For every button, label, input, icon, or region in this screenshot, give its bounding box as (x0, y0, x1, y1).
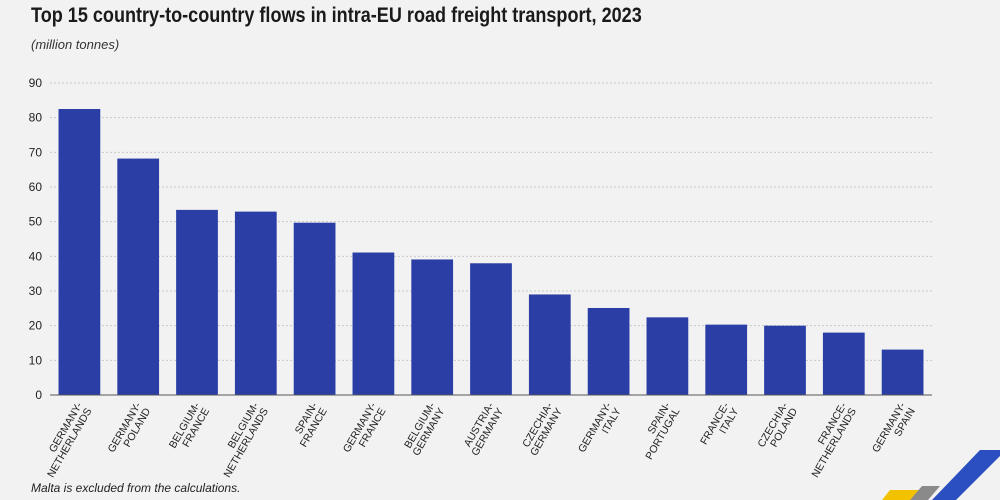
x-category-label: GERMANY-NETHERLANDS (36, 400, 95, 480)
x-category-label: BELGIUM-NETHERLANDS (212, 400, 271, 480)
chart-title: Top 15 country-to-country flows in intra… (31, 4, 642, 27)
eurostat-logo-icon (882, 450, 1000, 500)
y-tick-label: 70 (29, 145, 43, 159)
bar (411, 259, 454, 395)
y-tick-label: 90 (29, 76, 43, 90)
bar (117, 158, 160, 395)
bar (705, 324, 748, 395)
bar (881, 349, 924, 395)
y-tick-label: 40 (29, 249, 43, 263)
bar (528, 294, 571, 395)
y-tick-label: 50 (29, 215, 43, 229)
bar (822, 332, 865, 395)
footnote: Malta is excluded from the calculations. (31, 481, 241, 495)
y-tick-label: 60 (29, 180, 43, 194)
x-category-label: CZECHIA-POLAND (755, 400, 800, 455)
x-category-label: BELGIUM-FRANCE (167, 400, 213, 456)
bars (58, 109, 924, 395)
x-category-label: GERMANY-ITALY (576, 400, 624, 460)
x-axis-labels: GERMANY-NETHERLANDS GERMANY-POLAND BELGIUM… (36, 400, 918, 480)
y-tick-label: 10 (29, 353, 43, 367)
bar (470, 263, 512, 395)
x-category-label: SPAIN-PORTUGAL (634, 400, 683, 462)
bar (764, 325, 806, 395)
x-category-label: BELGIUM-GERMANY (401, 400, 448, 458)
x-category-label: GERMANY-FRANCE (341, 400, 389, 460)
x-category-label: CZECHIA-GERMANY (518, 400, 565, 458)
x-category-label: AUSTRIA-GERMANY (460, 400, 507, 458)
y-tick-label: 20 (29, 319, 43, 333)
bar (58, 109, 101, 395)
bar (587, 307, 630, 395)
bar (352, 252, 395, 395)
bar (293, 222, 336, 395)
x-category-label: FRANCE-ITALY (698, 400, 742, 452)
x-category-label: GERMANY-POLAND (106, 400, 154, 460)
bar (176, 209, 218, 395)
chart-subtitle: (million tonnes) (31, 37, 120, 52)
bar (646, 317, 689, 395)
x-category-label: FRANCE-NETHERLANDS (800, 400, 859, 480)
y-tick-label: 80 (29, 111, 43, 125)
y-tick-label: 30 (29, 284, 43, 298)
bar (234, 211, 277, 395)
y-axis-ticks: 0 10 20 30 40 50 60 70 80 90 (29, 76, 43, 402)
y-tick-label: 0 (35, 388, 42, 402)
x-category-label: SPAIN-FRANCE (288, 400, 330, 449)
